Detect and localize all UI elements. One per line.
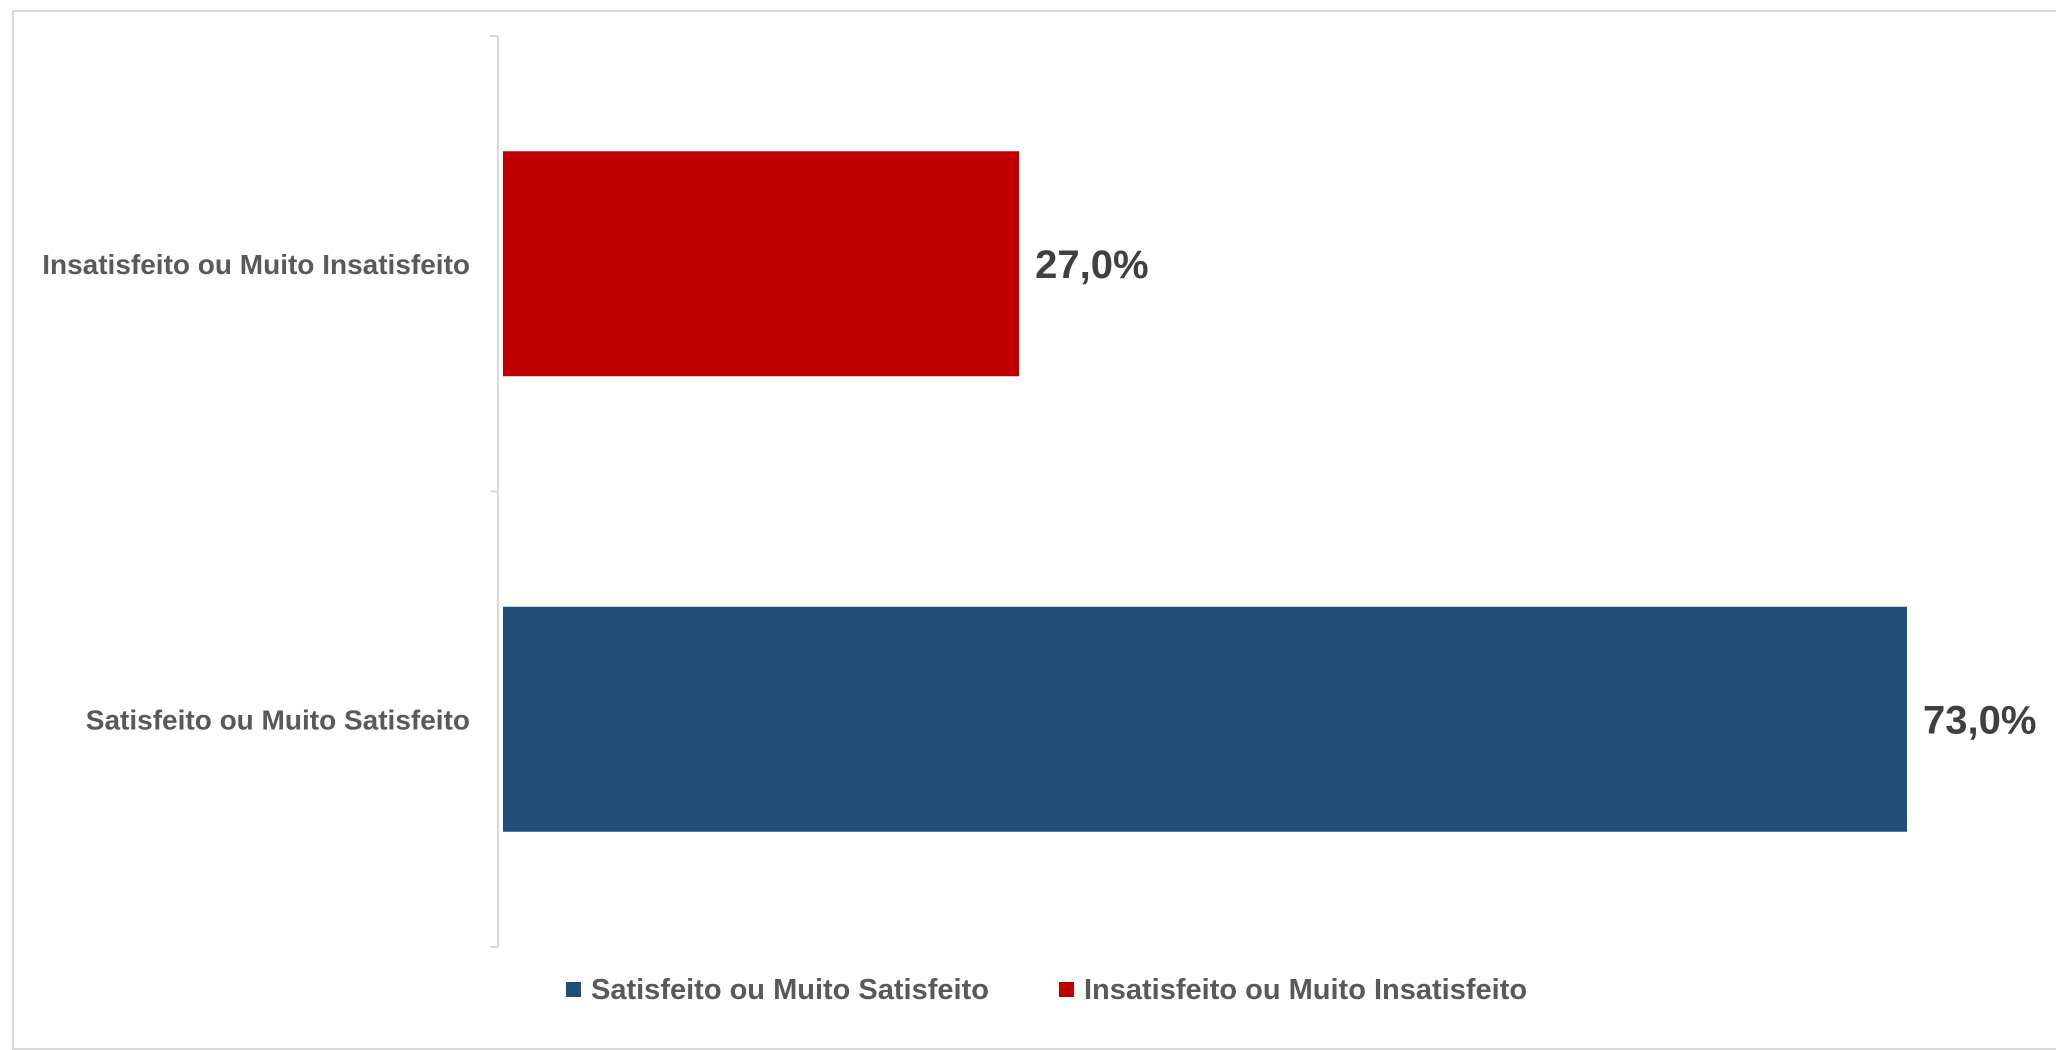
legend-swatch-insatisfeito	[1059, 982, 1074, 997]
legend: Satisfeito ou Muito Satisfeito Insatisfei…	[566, 974, 1527, 1006]
category-label-satisfeito: Satisfeito ou Muito Satisfeito	[86, 704, 470, 735]
bars-layer	[503, 151, 1907, 832]
legend-label-insatisfeito: Insatisfeito ou Muito Insatisfeito	[1084, 974, 1527, 1006]
bar-insatisfeito	[503, 151, 1020, 377]
axis-layer	[490, 35, 499, 948]
data-label-satisfeito: 73,0%	[1923, 698, 2036, 742]
legend-swatch-satisfeito	[566, 982, 581, 997]
labels-layer: 27,0% 73,0% Insatisfeito ou Muito Insatisf…	[42, 243, 2036, 743]
bar-satisfeito	[503, 606, 1907, 832]
data-label-insatisfeito: 27,0%	[1035, 243, 1148, 287]
category-label-insatisfeito: Insatisfeito ou Muito Insatisfeito	[42, 249, 470, 280]
legend-label-satisfeito: Satisfeito ou Muito Satisfeito	[591, 974, 989, 1006]
